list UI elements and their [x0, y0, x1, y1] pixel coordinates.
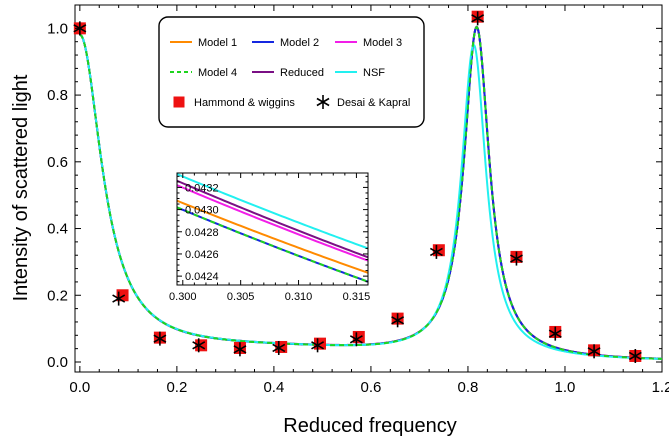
inset-series-line-reduced — [176, 179, 369, 259]
x-axis-title: Reduced frequency — [283, 415, 456, 437]
marker-desai-kapral-stroke — [587, 347, 601, 356]
legend-label: Model 1 — [198, 37, 237, 49]
legend-box — [158, 16, 425, 128]
marker-desai-kapral-stroke — [349, 335, 363, 344]
legend-label: Desai & Kapral — [337, 97, 410, 109]
main-y-tick-label: 0.2 — [47, 287, 68, 304]
marker-desai-kapral — [628, 348, 642, 363]
marker-desai-kapral-stroke — [429, 247, 443, 257]
marker-desai-kapral-stroke — [233, 345, 247, 354]
inset-background — [177, 173, 368, 285]
marker-desai-kapral — [391, 313, 405, 328]
marker-desai-kapral — [153, 331, 167, 346]
legend-label: NSF — [363, 67, 385, 79]
main-x-tick-label: 0.8 — [458, 379, 479, 396]
marker-desai-kapral — [471, 11, 485, 26]
main-x-tick-label: 0.0 — [69, 379, 90, 396]
legend: Model 1 Model 2 Model 3 Model 4 Reduced NSF Ha… — [158, 16, 425, 128]
marker-desai-kapral — [192, 338, 206, 353]
inset-y-tick-label: 0.0426 — [185, 249, 219, 261]
inset-series-layer — [176, 173, 369, 283]
inset-x-tick-label: 0.315 — [343, 291, 371, 303]
main-x-tick-label: 1.0 — [555, 379, 576, 396]
main-plot: 0.0 0.2 0.4 0.6 0.8 1.0 1.20.00.20.40.60.81.0 … — [10, 4, 669, 437]
marker-desai-kapral — [548, 326, 562, 341]
inset-series-line-model-3 — [176, 184, 369, 262]
legend-label: Model 3 — [363, 37, 402, 49]
legend-items: Model 1 Model 2 Model 3 Model 4 Reduced NSF Ha… — [170, 37, 410, 109]
marker-desai-kapral — [510, 251, 523, 266]
main-y-tick-label: 1.0 — [47, 20, 68, 37]
inset-series-line-model-4 — [176, 206, 369, 283]
marker-desai-kapral-stroke — [153, 334, 167, 343]
marker-desai-kapral — [112, 291, 126, 306]
marker-desai-kapral-stroke — [510, 254, 523, 263]
legend-marker-hammond-wiggins — [173, 96, 185, 108]
inset-x-tick-label: 0.310 — [285, 291, 313, 303]
inset-x-tick-label: 0.305 — [227, 291, 255, 303]
main-x-tick-label: 0.6 — [360, 379, 381, 396]
marker-hammond-wiggins — [116, 289, 129, 302]
main-y-tick-label: 0.8 — [47, 87, 68, 104]
main-x-tick-label: 0.2 — [166, 379, 187, 396]
marker-desai-kapral — [272, 340, 286, 355]
legend-label: Reduced — [280, 67, 324, 79]
inset-plot: 0.300 0.305 0.310 0.315 0.0424 0.0426 0.0428 0.… — [169, 172, 371, 303]
marker-desai-kapral-stroke — [272, 343, 286, 353]
main-x-tick-label: 1.2 — [652, 379, 669, 396]
legend-label: Model 2 — [280, 37, 319, 49]
inset-series-line-nsf — [176, 173, 369, 250]
legend-label: Model 4 — [198, 67, 237, 79]
marker-desai-kapral — [349, 332, 363, 347]
main-y-tick-label: 0.6 — [47, 154, 68, 171]
marker-desai-kapral — [233, 342, 247, 357]
marker-desai-kapral-stroke — [311, 341, 325, 350]
marker-desai-kapral — [429, 244, 443, 259]
main-marker-layer — [73, 10, 642, 363]
marker-hammond-wiggins — [195, 339, 208, 352]
marker-desai-kapral-stroke — [391, 316, 405, 325]
inset-y-tick-label: 0.0432 — [185, 182, 219, 194]
inset-x-tick-label: 0.300 — [169, 291, 197, 303]
main-y-tick-label: 0.0 — [47, 354, 68, 371]
inset-y-tick-label: 0.0430 — [185, 205, 219, 217]
marker-desai-kapral-stroke — [112, 294, 126, 303]
marker-desai-kapral — [587, 344, 601, 359]
main-x-tick-label: 0.4 — [263, 379, 284, 396]
marker-desai-kapral — [311, 338, 325, 353]
inset-plot-frame — [176, 172, 369, 286]
marker-desai-kapral-stroke — [548, 329, 562, 338]
marker-desai-kapral-stroke — [628, 351, 642, 361]
series-line-model-4 — [79, 25, 663, 360]
inset-y-tick-label: 0.0428 — [185, 227, 219, 239]
inset-y-tick-label: 0.0424 — [185, 271, 219, 283]
main-series-layer — [79, 25, 663, 360]
legend-label: Hammond & wiggins — [194, 97, 295, 109]
legend-marker-desai-kapral — [316, 95, 330, 109]
marker-desai-kapral-stroke — [192, 341, 206, 350]
inset-series-line-model-1 — [176, 199, 369, 274]
main-axes-layer: 0.0 0.2 0.4 0.6 0.8 1.0 1.2 0.0 0.2 0.4 0.6 0.8 1.0 — [47, 5, 669, 396]
legend-marker-desai-kapral-stroke — [316, 97, 330, 107]
main-y-tick-label: 0.4 — [47, 221, 68, 238]
y-axis-title: Intensity of scattered light — [10, 74, 32, 301]
marker-desai-kapral-stroke — [471, 14, 485, 23]
